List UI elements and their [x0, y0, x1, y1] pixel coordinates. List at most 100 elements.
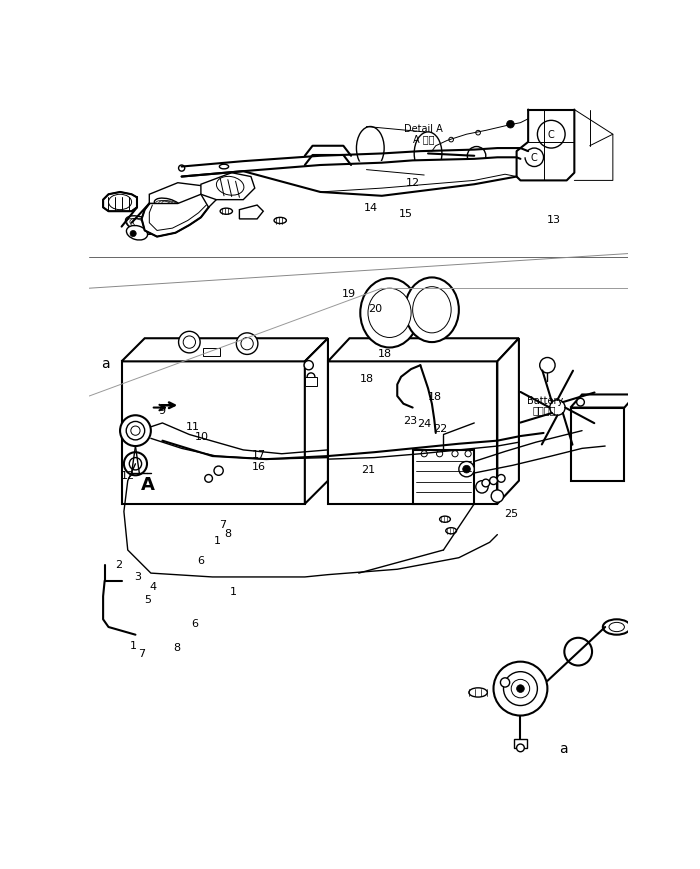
Text: 20: 20	[368, 304, 382, 314]
Text: a: a	[559, 741, 568, 755]
Ellipse shape	[274, 218, 286, 224]
Text: 1: 1	[214, 535, 221, 546]
Text: 16: 16	[252, 461, 266, 471]
Text: 12: 12	[406, 178, 420, 189]
Text: 8: 8	[225, 528, 232, 538]
Circle shape	[482, 480, 490, 488]
Polygon shape	[328, 362, 498, 504]
Polygon shape	[328, 339, 519, 362]
Circle shape	[130, 458, 141, 470]
Text: 2: 2	[116, 560, 122, 570]
Ellipse shape	[127, 226, 148, 241]
Text: 7: 7	[219, 520, 227, 529]
Text: 18: 18	[360, 374, 374, 383]
Polygon shape	[305, 339, 328, 504]
Text: 10: 10	[195, 431, 209, 441]
Text: 19: 19	[342, 289, 356, 299]
Polygon shape	[498, 339, 519, 504]
Text: Battery: Battery	[526, 395, 563, 406]
Circle shape	[241, 338, 253, 350]
Circle shape	[517, 744, 524, 752]
Text: A: A	[141, 475, 155, 494]
Circle shape	[205, 475, 213, 482]
Circle shape	[120, 415, 151, 447]
Text: 18: 18	[428, 392, 442, 401]
Polygon shape	[182, 158, 517, 177]
Circle shape	[490, 477, 498, 485]
Polygon shape	[182, 152, 528, 177]
Polygon shape	[141, 195, 209, 237]
Ellipse shape	[220, 209, 232, 215]
Text: 8: 8	[173, 642, 180, 653]
Text: A 詳細: A 詳細	[413, 134, 434, 144]
Ellipse shape	[356, 128, 384, 170]
Circle shape	[564, 638, 592, 666]
Ellipse shape	[154, 199, 181, 213]
Text: C: C	[548, 130, 554, 140]
Ellipse shape	[440, 516, 450, 522]
Circle shape	[126, 422, 145, 441]
Circle shape	[463, 466, 470, 474]
Circle shape	[525, 149, 544, 168]
Circle shape	[497, 475, 505, 482]
Circle shape	[304, 362, 314, 370]
Circle shape	[437, 451, 442, 457]
Circle shape	[538, 121, 565, 149]
Circle shape	[494, 662, 547, 716]
Polygon shape	[122, 362, 305, 504]
Text: 1: 1	[230, 587, 237, 596]
Text: 13: 13	[547, 215, 561, 224]
Ellipse shape	[108, 195, 132, 210]
Circle shape	[307, 374, 315, 381]
Circle shape	[124, 453, 147, 475]
Circle shape	[476, 131, 480, 136]
Circle shape	[214, 467, 223, 475]
Ellipse shape	[603, 620, 631, 635]
Ellipse shape	[146, 209, 175, 227]
Ellipse shape	[413, 288, 452, 334]
Polygon shape	[239, 206, 263, 220]
Text: 9: 9	[158, 405, 166, 415]
Text: 25: 25	[504, 508, 518, 519]
Circle shape	[511, 680, 530, 698]
Circle shape	[500, 678, 510, 687]
Ellipse shape	[125, 216, 158, 235]
Polygon shape	[122, 339, 328, 362]
Ellipse shape	[368, 289, 411, 338]
Text: バッテリ: バッテリ	[533, 405, 557, 415]
Ellipse shape	[469, 688, 487, 697]
Ellipse shape	[219, 165, 229, 169]
Text: Detail A: Detail A	[404, 124, 443, 134]
Circle shape	[183, 336, 195, 348]
Text: 6: 6	[197, 555, 204, 566]
Polygon shape	[201, 174, 255, 201]
Circle shape	[459, 462, 475, 477]
Circle shape	[178, 332, 200, 354]
Polygon shape	[570, 408, 624, 481]
Circle shape	[577, 399, 584, 407]
Text: 4: 4	[149, 581, 156, 591]
Bar	[305, 377, 317, 387]
Circle shape	[449, 138, 454, 143]
Polygon shape	[149, 183, 220, 208]
Text: 17: 17	[252, 449, 266, 459]
Text: 24: 24	[416, 419, 431, 428]
Circle shape	[178, 166, 185, 172]
Text: 21: 21	[361, 465, 375, 474]
Ellipse shape	[360, 279, 419, 348]
Ellipse shape	[405, 278, 459, 342]
Text: 23: 23	[403, 415, 418, 425]
Circle shape	[491, 490, 503, 502]
Circle shape	[237, 334, 258, 355]
Circle shape	[452, 451, 458, 457]
Circle shape	[476, 481, 488, 494]
Circle shape	[507, 121, 514, 129]
Text: C: C	[531, 153, 538, 163]
Text: 3: 3	[134, 572, 141, 581]
Text: 18: 18	[377, 348, 392, 358]
Bar	[514, 739, 526, 748]
Text: a: a	[101, 357, 110, 371]
Circle shape	[503, 672, 538, 706]
Circle shape	[517, 685, 524, 693]
Ellipse shape	[163, 204, 193, 220]
